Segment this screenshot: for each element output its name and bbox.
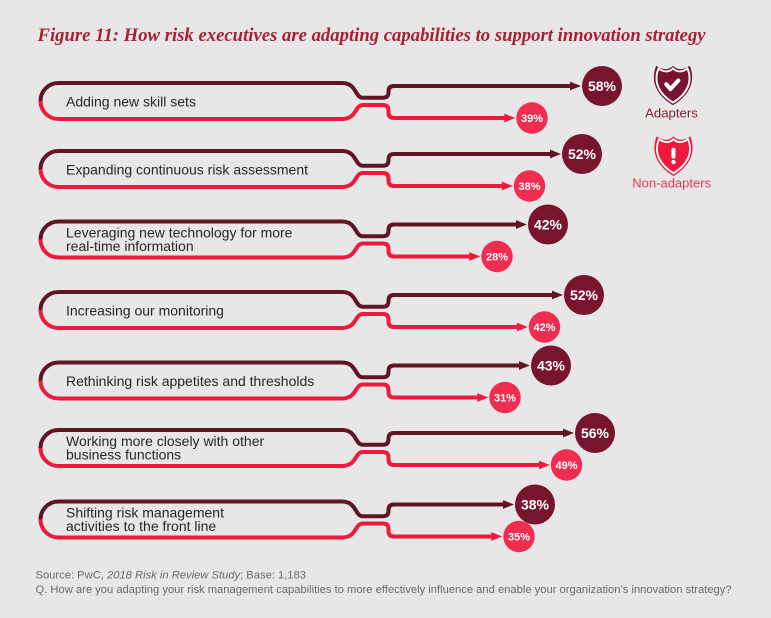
svg-text:31%: 31% — [494, 393, 516, 405]
svg-text:Adapters: Adapters — [645, 106, 698, 121]
svg-text:Shifting risk management: Shifting risk management — [66, 505, 224, 521]
svg-text:49%: 49% — [555, 460, 577, 472]
svg-text:52%: 52% — [568, 146, 597, 162]
svg-text:Source: PwC, 2018 Risk in Revi: Source: PwC, 2018 Risk in Review Study; … — [36, 570, 307, 582]
svg-text:56%: 56% — [581, 425, 610, 441]
svg-text:activities to the front line: activities to the front line — [66, 518, 216, 534]
svg-text:Increasing our monitoring: Increasing our monitoring — [66, 302, 224, 318]
svg-text:39%: 39% — [521, 113, 543, 125]
svg-text:42%: 42% — [533, 322, 555, 334]
svg-text:Non-adapters: Non-adapters — [632, 176, 711, 191]
svg-text:38%: 38% — [518, 181, 540, 193]
svg-text:38%: 38% — [521, 497, 550, 513]
svg-text:58%: 58% — [588, 78, 617, 94]
svg-text:real-time information: real-time information — [66, 238, 194, 254]
svg-text:business functions: business functions — [66, 447, 181, 463]
svg-text:Q. How are you adapting your r: Q. How are you adapting your risk manage… — [36, 584, 732, 596]
svg-text:Figure 11: How risk executives: Figure 11: How risk executives are adapt… — [37, 25, 707, 46]
svg-text:Expanding continuous risk asse: Expanding continuous risk assessment — [66, 161, 308, 177]
svg-text:Leveraging new technology for: Leveraging new technology for more — [66, 225, 293, 241]
svg-text:43%: 43% — [537, 358, 566, 374]
svg-text:Rethinking risk appetites and: Rethinking risk appetites and thresholds — [66, 373, 314, 389]
svg-text:28%: 28% — [486, 252, 508, 264]
svg-text:35%: 35% — [508, 532, 530, 544]
svg-text:52%: 52% — [570, 287, 599, 303]
svg-text:Adding new skill sets: Adding new skill sets — [66, 93, 196, 109]
svg-text:Working more closely with othe: Working more closely with other — [66, 433, 264, 449]
svg-text:42%: 42% — [534, 217, 563, 233]
